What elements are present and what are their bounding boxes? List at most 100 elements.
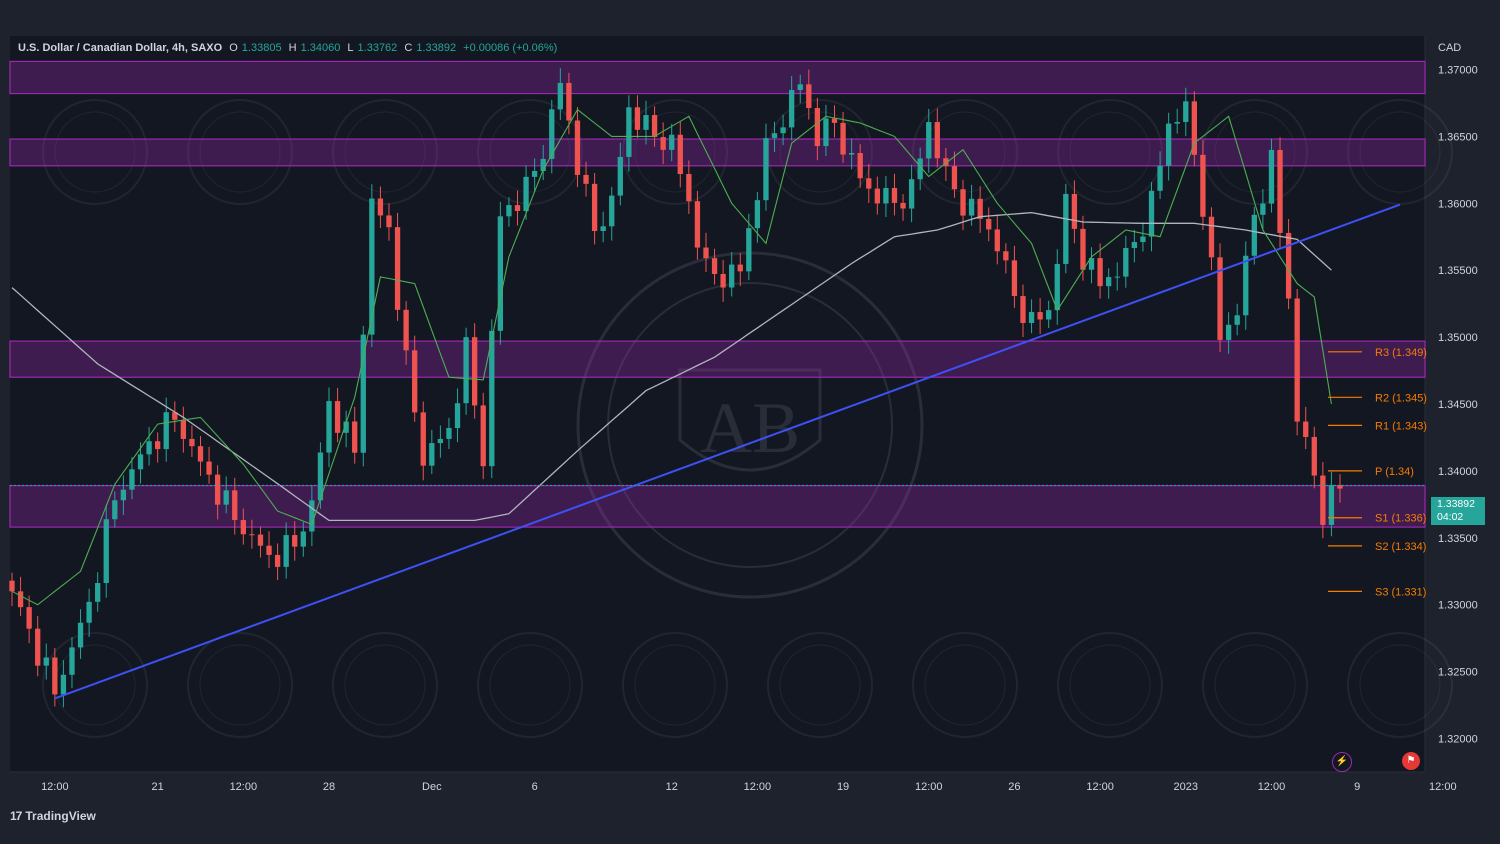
price-tick-label: 1.33500 — [1438, 533, 1478, 545]
candle-body — [137, 454, 144, 470]
candle-body — [908, 179, 915, 209]
candle-body — [626, 107, 632, 157]
candle-body — [540, 158, 546, 172]
zone-band — [9, 340, 1426, 378]
candle-body — [720, 273, 726, 288]
supply-demand-zones — [9, 60, 1426, 528]
candle-body — [1337, 484, 1343, 489]
candle-body — [968, 198, 975, 216]
candle-body — [831, 118, 838, 123]
candle-body — [1328, 484, 1335, 525]
candle-body — [120, 489, 127, 501]
watermark-stamp — [1347, 99, 1453, 205]
watermark-stamp — [1057, 99, 1163, 205]
candle-body — [232, 490, 238, 521]
watermark-stamp-inner — [1214, 644, 1296, 726]
candle-body — [891, 188, 898, 203]
candle-body — [377, 198, 384, 216]
candle-body — [797, 84, 803, 91]
watermark-stamp — [42, 632, 148, 738]
watermark-stamp-inner — [489, 644, 571, 726]
candle-body — [814, 108, 821, 147]
candle-body — [223, 490, 229, 505]
time-tick-label: 26 — [1008, 781, 1020, 793]
watermark-stamp-inner — [779, 644, 861, 726]
candle-body — [480, 405, 486, 467]
watermark-stamp-inner — [344, 644, 426, 726]
candle-body — [172, 412, 178, 420]
candle-body — [266, 545, 272, 555]
tradingview-logo: 17 — [10, 809, 22, 823]
flag-icon[interactable]: ⚑ — [1402, 752, 1420, 770]
candle-body — [583, 174, 589, 184]
watermark-stamp-inner — [489, 111, 571, 193]
candle-body — [283, 535, 289, 567]
tradingview-brand[interactable]: 17 TradingView — [10, 809, 96, 823]
candle-body — [214, 474, 221, 505]
watermark-stamp-inner — [634, 111, 716, 193]
candle-body — [771, 133, 778, 139]
candle-body — [506, 205, 512, 217]
time-tick-label: 6 — [532, 781, 538, 793]
watermark-stamp-inner — [199, 644, 281, 726]
candle-body — [609, 195, 615, 227]
candle-body — [1294, 298, 1300, 422]
candle-body — [651, 115, 658, 138]
candle-body — [977, 198, 983, 219]
price-tick-label: 1.35500 — [1438, 265, 1478, 277]
candle-body — [1080, 228, 1086, 270]
candle-body — [994, 229, 1000, 252]
candle-body — [1320, 475, 1326, 525]
pivot-label: S3 (1.331) — [1375, 586, 1426, 598]
candle-body — [300, 531, 306, 547]
trendline[interactable] — [54, 203, 1401, 700]
watermark-stamp — [332, 632, 438, 738]
candle-body — [17, 591, 24, 608]
watermark-stamp — [912, 632, 1018, 738]
lightning-icon[interactable]: ⚡ — [1332, 752, 1352, 772]
candle-body — [694, 201, 701, 248]
close-label: C — [404, 42, 413, 54]
candle-body — [317, 452, 324, 501]
brand-name: TradingView — [25, 809, 96, 823]
candle-body — [1088, 258, 1095, 270]
candle-body — [1285, 232, 1292, 299]
candle-body — [531, 171, 538, 177]
watermark-stamp — [187, 632, 293, 738]
pivot-label: R1 (1.343) — [1375, 420, 1427, 432]
price-tick-label: 1.34500 — [1438, 399, 1478, 411]
candle-body — [292, 535, 298, 547]
candle-body — [746, 228, 752, 272]
time-tick-label: 12 — [666, 781, 678, 793]
watermark-stamp — [1202, 632, 1308, 738]
candle-body — [472, 337, 478, 406]
candle-body — [429, 443, 435, 466]
candle-body — [497, 216, 504, 331]
candle-body — [840, 122, 846, 155]
watermark-pattern — [42, 99, 1453, 738]
candle-body — [523, 176, 529, 212]
symbol-title[interactable]: U.S. Dollar / Canadian Dollar, 4h, SAXO — [18, 42, 223, 54]
candle-body — [514, 205, 521, 212]
currency-label: CAD — [1438, 42, 1462, 54]
candle-body — [1191, 101, 1198, 155]
candle-body — [600, 226, 606, 231]
candle-body — [926, 122, 932, 159]
candle-body — [1311, 436, 1317, 476]
candle-body — [1234, 315, 1240, 325]
candle-body — [43, 657, 49, 666]
candle-body — [917, 158, 923, 180]
candle-body — [806, 84, 812, 109]
watermark-stamp-inner — [924, 644, 1006, 726]
candle-body — [343, 421, 349, 433]
zone-band — [9, 485, 1426, 528]
watermark-stamp — [332, 99, 438, 205]
watermark-stamp — [42, 99, 148, 205]
price-tick-label: 1.36500 — [1438, 131, 1478, 143]
time-tick-label: 21 — [152, 781, 164, 793]
candle-body — [943, 158, 949, 167]
candle-body — [52, 657, 58, 695]
time-tick-label: 12:00 — [915, 781, 943, 793]
